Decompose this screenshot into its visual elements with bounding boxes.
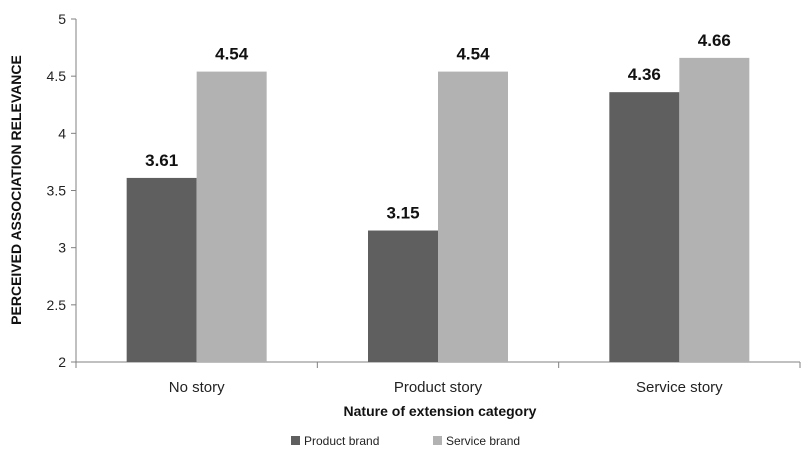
legend: Product brand Service brand bbox=[291, 434, 520, 448]
legend-label: Product brand bbox=[304, 434, 379, 448]
y-tick-label: 2 bbox=[58, 354, 66, 370]
data-label: 4.66 bbox=[698, 31, 731, 50]
y-tick-label: 3 bbox=[58, 240, 66, 256]
bar-service-brand-1 bbox=[438, 71, 508, 363]
data-label: 4.36 bbox=[628, 65, 661, 84]
y-tick-label: 5 bbox=[58, 11, 66, 27]
bar-product-brand-2 bbox=[609, 92, 680, 362]
bar-product-brand-1 bbox=[368, 230, 438, 362]
legend-swatch bbox=[291, 436, 300, 445]
data-label: 3.15 bbox=[386, 204, 419, 223]
x-axis-title: Nature of extension category bbox=[344, 403, 537, 419]
x-tick-label: Product story bbox=[394, 379, 483, 396]
data-label: 4.54 bbox=[215, 45, 249, 64]
bar-product-brand-0 bbox=[126, 177, 197, 362]
bar-service-brand-2 bbox=[679, 57, 750, 363]
y-tick-label: 4.5 bbox=[47, 68, 67, 84]
x-tick-label: Service story bbox=[636, 379, 723, 396]
legend-swatch bbox=[433, 436, 442, 445]
bar-service-brand-0 bbox=[196, 71, 267, 363]
data-label: 3.61 bbox=[145, 151, 178, 170]
y-tick-label: 2.5 bbox=[47, 297, 67, 313]
y-axis-title: PERCEIVED ASSOCIATION RELEVANCE bbox=[8, 55, 24, 325]
x-tick-label: No story bbox=[169, 379, 225, 396]
legend-label: Service brand bbox=[446, 434, 520, 448]
y-tick-label: 4 bbox=[58, 125, 66, 141]
data-label: 4.54 bbox=[456, 45, 490, 64]
y-tick-label: 3.5 bbox=[47, 183, 67, 199]
